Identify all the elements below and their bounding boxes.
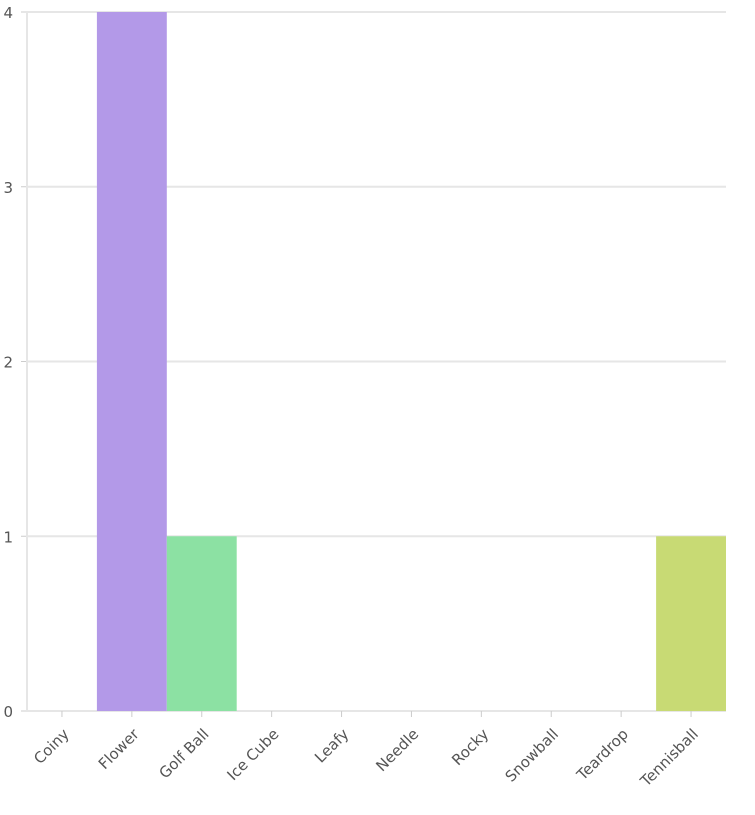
x-tick-labels: Coiny Flower Golf Ball Ice Cube Leafy Needle R… [30,725,702,791]
x-tick-label: Tennisball [636,725,702,791]
x-tick-label: Flower [95,725,143,773]
bar-flower [96,12,167,711]
y-tick-label: 4 [3,4,13,22]
x-tick-label: Leafy [311,725,352,766]
x-tick-label: Rocky [448,725,492,769]
x-tick-label: Coiny [30,725,73,768]
bar-tennisball [656,536,726,711]
y-tick-label: 3 [3,179,13,197]
x-tick-label: Needle [372,725,422,775]
y-tick-label: 0 [3,703,13,721]
x-tick-label: Snowball [502,725,562,785]
bar-layer [96,12,726,711]
x-tick-label: Teardrop [573,725,632,784]
x-tick-label: Golf Ball [155,725,212,782]
axis-layer [21,11,692,717]
y-tick-labels: 0 1 2 3 4 [3,4,13,721]
y-tick-label: 1 [3,528,13,546]
y-tick-label: 2 [3,354,13,372]
x-tick-label: Ice Cube [224,725,283,784]
bar-golf-ball [166,536,237,711]
